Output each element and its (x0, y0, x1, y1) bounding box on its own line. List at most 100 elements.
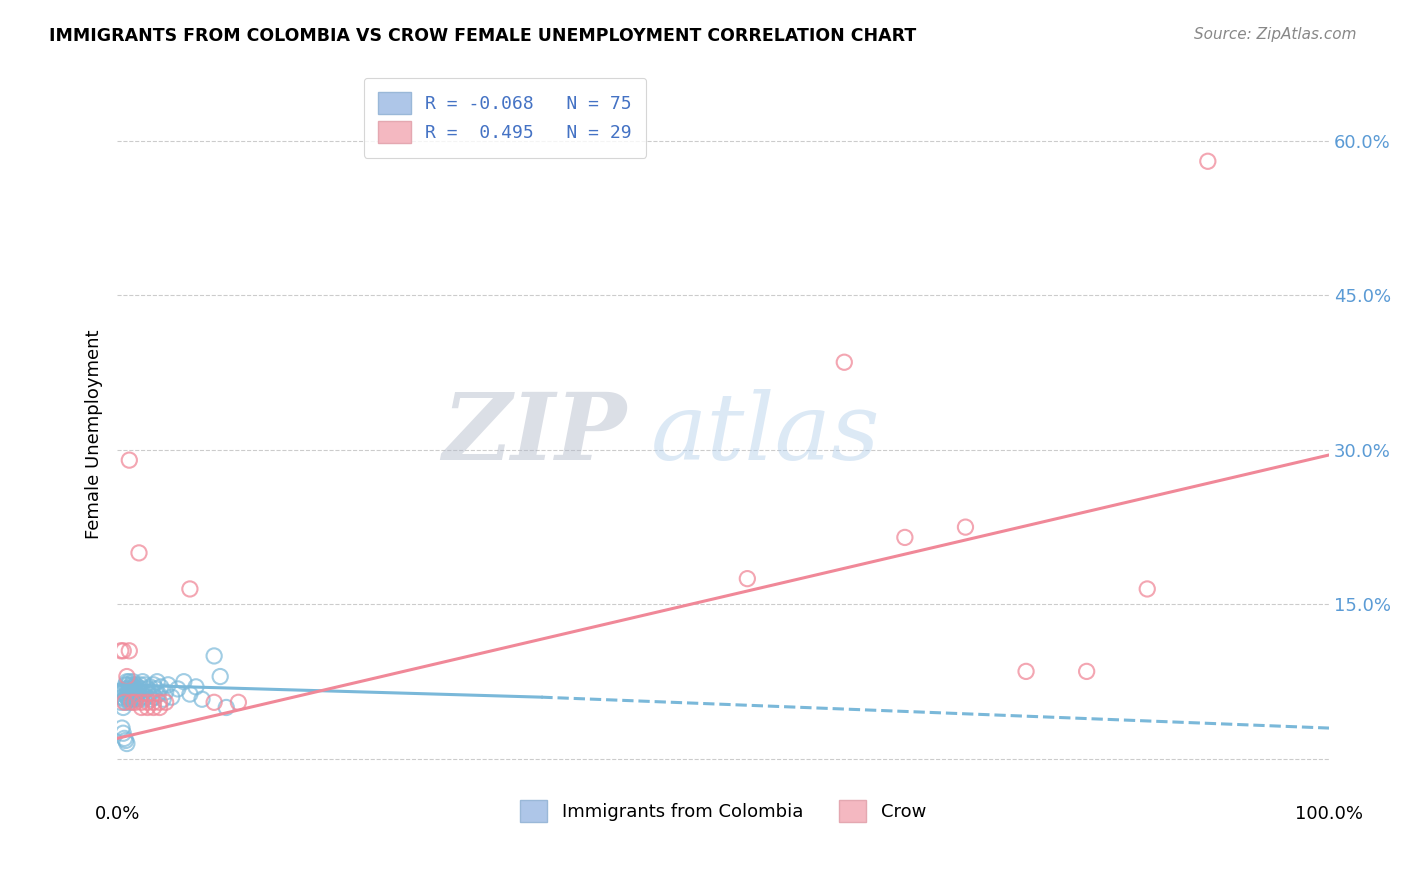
Point (115, 669, 138, 683)
Point (1015, 665, 1038, 679)
Point (124, 685, 146, 699)
Point (122, 692, 145, 706)
Point (128, 546, 150, 560)
Point (139, 680, 162, 694)
Point (179, 687, 201, 701)
Point (118, 695, 141, 709)
Point (111, 721, 134, 735)
Point (139, 692, 162, 706)
Point (127, 680, 149, 694)
Point (118, 690, 141, 705)
Point (179, 582, 201, 596)
Point (114, 688, 136, 702)
Point (114, 733, 136, 747)
Point (120, 680, 142, 694)
Point (110, 644, 132, 658)
Point (136, 700, 159, 714)
Point (152, 692, 174, 706)
Point (115, 737, 138, 751)
Point (114, 695, 136, 709)
Point (121, 690, 143, 705)
Point (149, 680, 172, 694)
Point (125, 690, 148, 705)
Text: atlas: atlas (651, 390, 880, 479)
Point (118, 674, 141, 689)
Point (124, 695, 146, 709)
Point (112, 644, 135, 658)
Point (157, 678, 180, 692)
Point (134, 678, 156, 692)
Point (121, 678, 143, 692)
Point (160, 690, 183, 705)
Point (122, 681, 145, 696)
Point (128, 692, 150, 706)
Point (149, 695, 172, 709)
Point (1197, 154, 1219, 169)
Point (128, 685, 150, 699)
Point (142, 695, 165, 709)
Point (121, 685, 143, 699)
Point (122, 680, 145, 694)
Point (114, 695, 136, 709)
Point (894, 530, 917, 544)
Text: IMMIGRANTS FROM COLOMBIA VS CROW FEMALE UNEMPLOYMENT CORRELATION CHART: IMMIGRANTS FROM COLOMBIA VS CROW FEMALE … (49, 27, 917, 45)
Point (166, 681, 188, 696)
Legend: Immigrants from Colombia, Crow: Immigrants from Colombia, Crow (508, 788, 939, 835)
Point (143, 690, 166, 705)
Point (124, 692, 146, 706)
Point (228, 695, 250, 709)
Point (131, 690, 153, 705)
Point (120, 687, 142, 701)
Point (131, 695, 153, 709)
Point (114, 678, 136, 692)
Text: Source: ZipAtlas.com: Source: ZipAtlas.com (1194, 27, 1357, 42)
Point (1136, 582, 1159, 596)
Point (111, 690, 134, 705)
Point (122, 674, 145, 689)
Text: ZIP: ZIP (441, 390, 626, 479)
Point (112, 685, 135, 699)
Point (155, 685, 177, 699)
Point (114, 731, 136, 746)
Point (215, 700, 238, 714)
Point (136, 681, 159, 696)
Point (146, 674, 169, 689)
Point (122, 687, 145, 701)
Point (114, 692, 136, 706)
Point (120, 692, 142, 706)
Point (155, 695, 177, 709)
Point (138, 687, 160, 701)
Point (118, 644, 141, 658)
Point (114, 681, 136, 696)
Point (118, 681, 141, 696)
Point (142, 678, 165, 692)
Point (135, 690, 157, 705)
Point (132, 685, 155, 699)
Point (117, 678, 139, 692)
Point (124, 678, 146, 692)
Point (136, 695, 159, 709)
Point (202, 648, 225, 663)
Point (112, 700, 135, 714)
Point (202, 695, 225, 709)
Point (110, 695, 132, 709)
Point (832, 355, 855, 369)
Point (117, 692, 139, 706)
Point (142, 700, 165, 714)
Point (129, 678, 152, 692)
Point (148, 687, 170, 701)
Point (118, 453, 141, 467)
Point (131, 681, 153, 696)
Point (131, 700, 153, 714)
Point (145, 681, 167, 696)
Point (127, 687, 149, 701)
Point (184, 680, 207, 694)
Y-axis label: Female Unemployment: Female Unemployment (86, 330, 103, 539)
Point (131, 674, 153, 689)
Point (115, 690, 138, 705)
Point (737, 572, 759, 586)
Point (173, 674, 195, 689)
Point (149, 700, 172, 714)
Point (121, 695, 143, 709)
Point (132, 692, 155, 706)
